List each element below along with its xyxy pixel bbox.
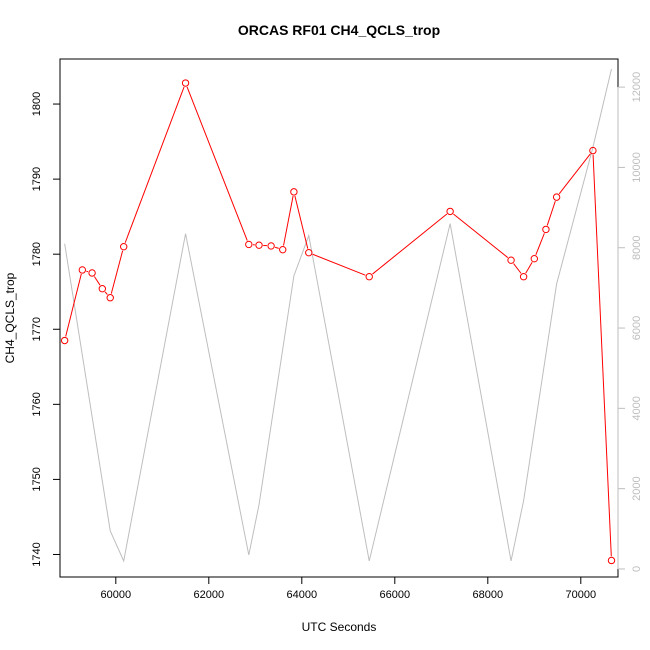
y2-tick-label: 4000 [631,396,643,420]
primary-series-segment [294,195,309,249]
y-axis-label: CH4_QCLS_trop [3,272,17,363]
primary-data-point [446,207,454,216]
primary-data-point [542,225,550,234]
secondary-series [64,68,612,563]
primary-data-point [519,273,528,281]
primary-data-point [589,146,597,155]
y2-tick-label: 8000 [631,235,643,259]
x-tick-label: 68000 [473,589,504,601]
primary-data-point [181,79,190,87]
primary-series-segment [124,86,185,243]
y-axis-right: 0 2000 4000 6000 8000 10000 12000 [617,72,643,572]
x-tick-label: 62000 [194,589,225,601]
y2-tick-label: 6000 [631,316,643,340]
x-axis: 60000 62000 64000 66000 68000 70000 [101,576,597,601]
x-tick-label: 64000 [287,589,318,601]
y-tick-label: 1800 [31,92,43,116]
x-tick-label: 70000 [566,589,597,601]
primary-series-segment [186,86,248,241]
primary-series-segment [372,213,448,275]
primary-series-segment [558,153,591,195]
primary-series-segment [93,276,101,286]
y-tick-label: 1740 [31,542,43,566]
y-tick-label: 1760 [31,392,43,416]
primary-data-point [98,285,107,293]
primary-series-segment [453,213,509,258]
primary-data-point [60,336,69,345]
primary-data-point [305,248,313,257]
primary-series-segment [535,233,545,255]
y2-tick-label: 2000 [631,476,643,500]
primary-data-point [88,269,96,277]
primary-data-point [607,556,616,565]
y2-tick-label: 0 [631,566,643,572]
primary-data-point [267,242,275,250]
primary-data-point [106,294,114,302]
primary-series-segment [513,263,522,274]
primary-series-segment [592,154,612,557]
x-tick-label: 60000 [101,589,132,601]
x-tick-label: 66000 [380,589,411,601]
primary-series-segment [86,270,89,273]
primary-data-point [552,193,561,201]
primary-data-point [78,266,87,274]
primary-series-segment [65,273,82,337]
primary-data-point [255,241,263,249]
y-axis-left: 1740 1750 1760 1770 1780 1790 1800 [31,92,61,567]
plot-frame [59,58,619,578]
y-tick-label: 1770 [31,317,43,341]
y-tick-label: 1750 [31,467,43,491]
primary-data-point [365,273,373,281]
chart-title: ORCAS RF01 CH4_QCLS_trop [238,22,440,38]
secondary-series-line [64,68,612,563]
primary-series-segment [283,195,294,246]
primary-series-segment [110,250,124,294]
primary-series-segment [312,253,366,276]
primary-data-point [120,242,128,251]
primary-series-segment [274,246,279,249]
primary-data-point [290,188,298,196]
primary-series-segment [546,200,556,226]
primary-data-point [245,240,253,249]
y-tick-label: 1780 [31,242,43,266]
y2-tick-label: 10000 [631,152,643,183]
primary-series-segment [525,262,533,274]
x-axis-label: UTC Seconds [302,620,377,634]
primary-series [60,79,616,565]
primary-data-point [530,254,538,263]
primary-data-point [507,256,515,264]
y2-tick-label: 12000 [631,72,643,103]
primary-data-point [279,245,287,254]
y-tick-label: 1790 [31,167,43,191]
primary-series-segment [104,291,108,295]
